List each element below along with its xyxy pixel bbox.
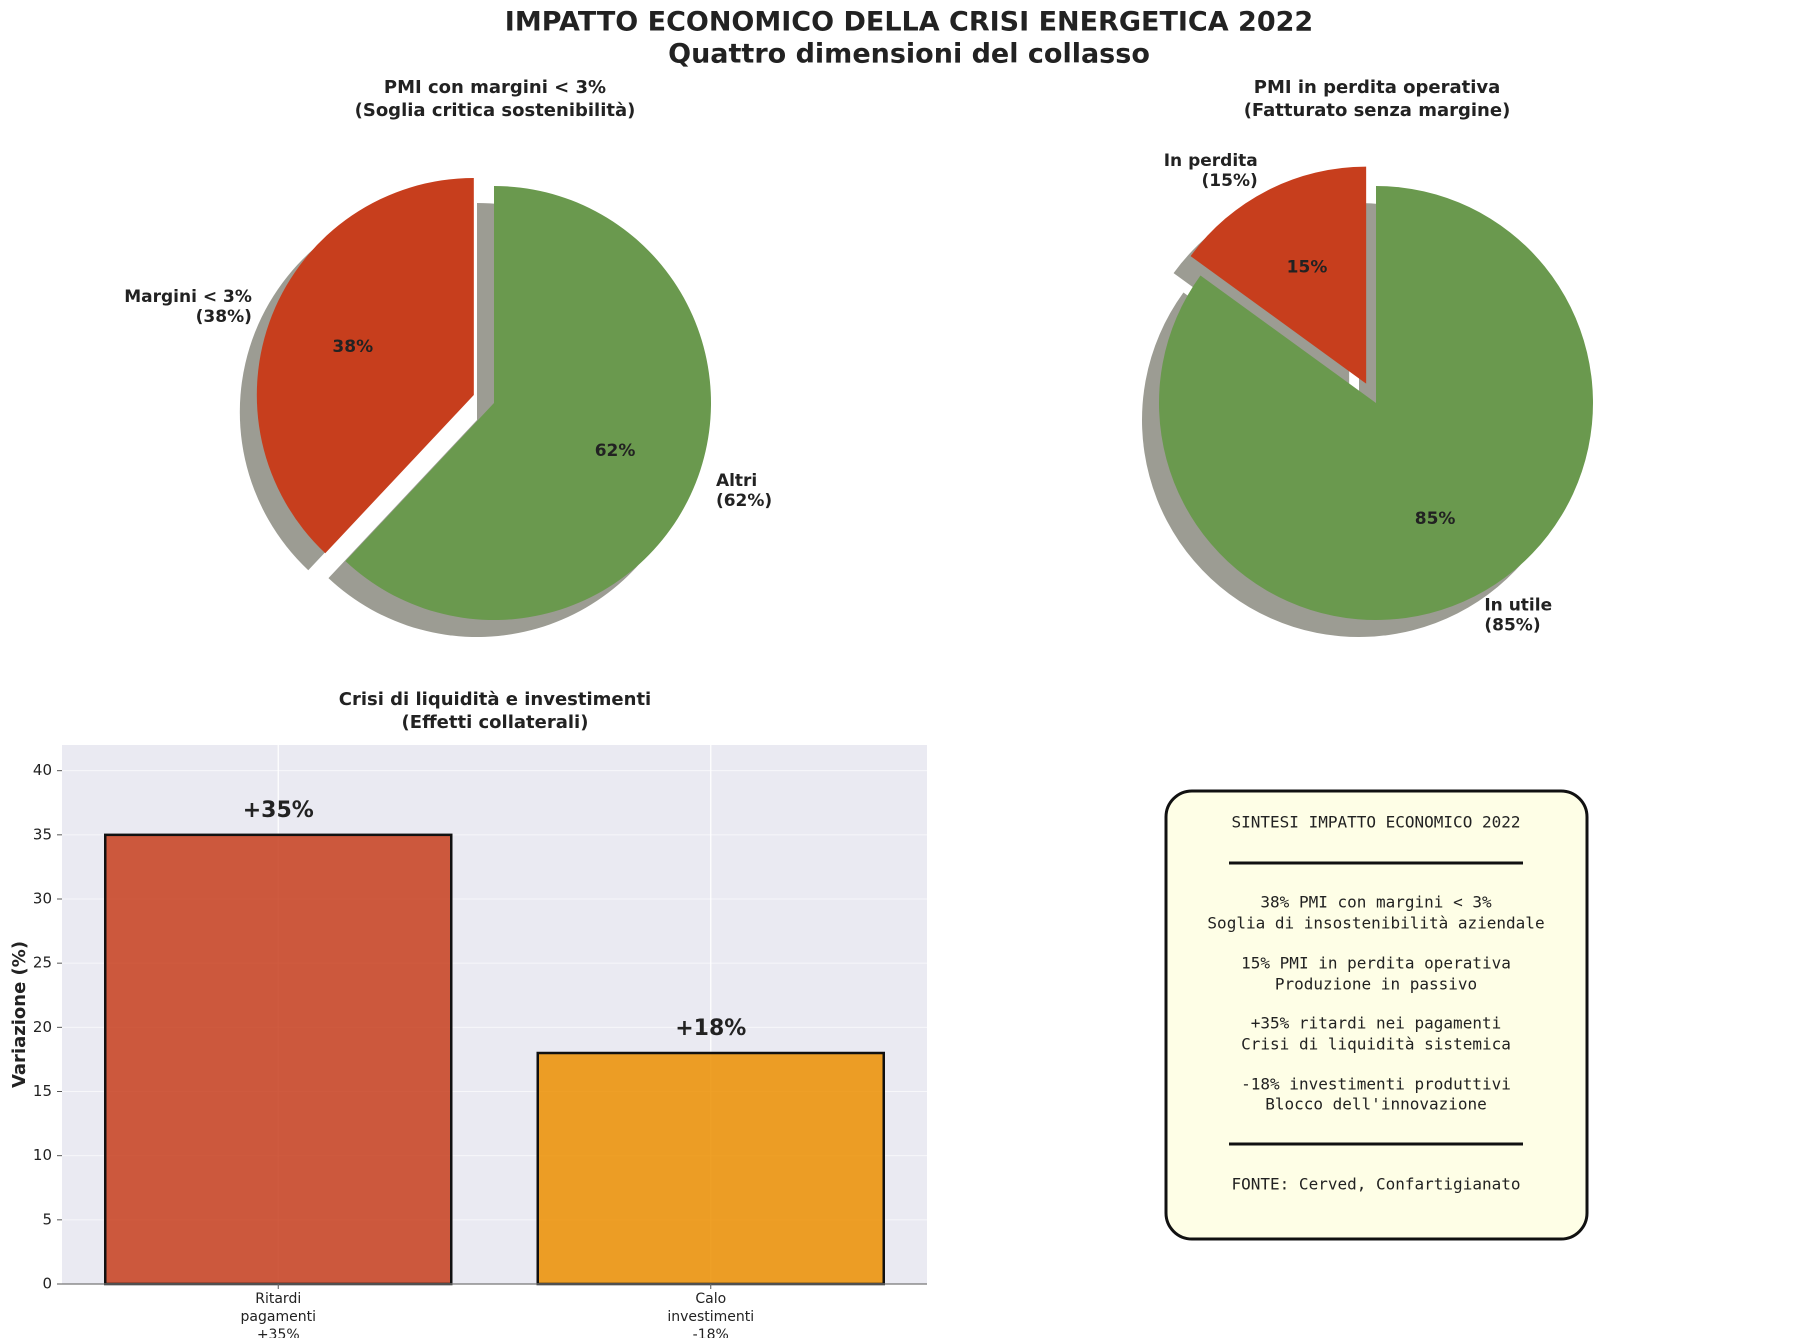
chart-title: PMI con margini < 3% [384, 77, 606, 98]
chart-subtitle: (Effetti collaterali) [402, 712, 589, 733]
y-tick-label: 20 [33, 1018, 52, 1036]
pie-category-label: In perdita [1164, 151, 1258, 171]
summary-title: SINTESI IMPATTO ECONOMICO 2022 [1232, 813, 1521, 832]
pie-value-label: 85% [1415, 509, 1456, 529]
x-tick-label: Calo investimenti -18% [667, 1291, 755, 1338]
y-tick-label: 10 [33, 1146, 52, 1164]
bar-value-label: +18% [675, 1016, 746, 1041]
y-tick-label: 0 [42, 1275, 52, 1293]
summary-item: +35% ritardi nei pagamenti [1251, 1014, 1501, 1033]
pie-category-label: Margini < 3% [124, 287, 252, 307]
summary-frame [1164, 789, 1589, 1241]
pie-value-label: 38% [332, 337, 373, 357]
pie-percent-label: (62%) [716, 491, 772, 511]
pie-wedge [1159, 186, 1593, 620]
y-tick-label: 5 [42, 1210, 52, 1228]
figure-subtitle: Quattro dimensioni del collasso [668, 39, 1150, 70]
y-axis-label: Variazione (%) [9, 941, 30, 1088]
x-tick-label-box: Calo investimenti -18% [667, 1291, 755, 1338]
pie-wedge [1190, 166, 1367, 384]
pie-wedge [256, 178, 474, 554]
x-tick-label-box: Ritardi pagamenti +35% [240, 1291, 316, 1338]
pie-percent-label: (15%) [1202, 171, 1258, 191]
bar [536, 1051, 885, 1286]
summary-source: FONTE: Cerved, Confartigianato [1232, 1175, 1521, 1194]
pie-percent-label: (38%) [196, 307, 252, 327]
summary-item: 38% PMI con margini < 3% [1260, 893, 1492, 912]
pie-category-label: Altri [716, 471, 757, 491]
chart-title: PMI in perdita operativa [1254, 77, 1501, 98]
summary-item: -18% investimenti produttivi [1241, 1075, 1511, 1094]
summary-box: SINTESI IMPATTO ECONOMICO 2022 38% PMI c… [1164, 789, 1589, 1241]
pie-value-label: 62% [595, 441, 636, 461]
chart-subtitle: (Soglia critica sostenibilità) [355, 100, 636, 121]
y-tick-label: 30 [33, 890, 52, 908]
y-tick-label: 15 [33, 1082, 52, 1100]
summary-note: Crisi di liquidità sistemica [1241, 1035, 1511, 1054]
summary-note: Blocco dell'innovazione [1265, 1095, 1487, 1114]
summary-note: Soglia di insostenibilità aziendale [1207, 914, 1544, 933]
bar [104, 833, 453, 1286]
chart-subtitle: (Fatturato senza margine) [1244, 100, 1511, 121]
chart-title: Crisi di liquidità e investimenti [339, 689, 651, 710]
pie-value-label: 15% [1287, 258, 1328, 278]
pie-percent-label: (85%) [1484, 616, 1540, 636]
figure-title: IMPATTO ECONOMICO DELLA CRISI ENERGETICA… [505, 7, 1313, 38]
y-tick-label: 40 [33, 761, 52, 779]
y-tick-label: 35 [33, 825, 52, 843]
pie-wedge [345, 186, 712, 620]
summary-note: Produzione in passivo [1275, 975, 1477, 994]
summary-item: 15% PMI in perdita operativa [1241, 954, 1511, 973]
pie-category-label: In utile [1484, 596, 1552, 616]
bar-value-label: +35% [243, 798, 314, 823]
y-tick-label: 25 [33, 954, 52, 972]
x-tick-label: Ritardi pagamenti +35% [240, 1291, 316, 1338]
